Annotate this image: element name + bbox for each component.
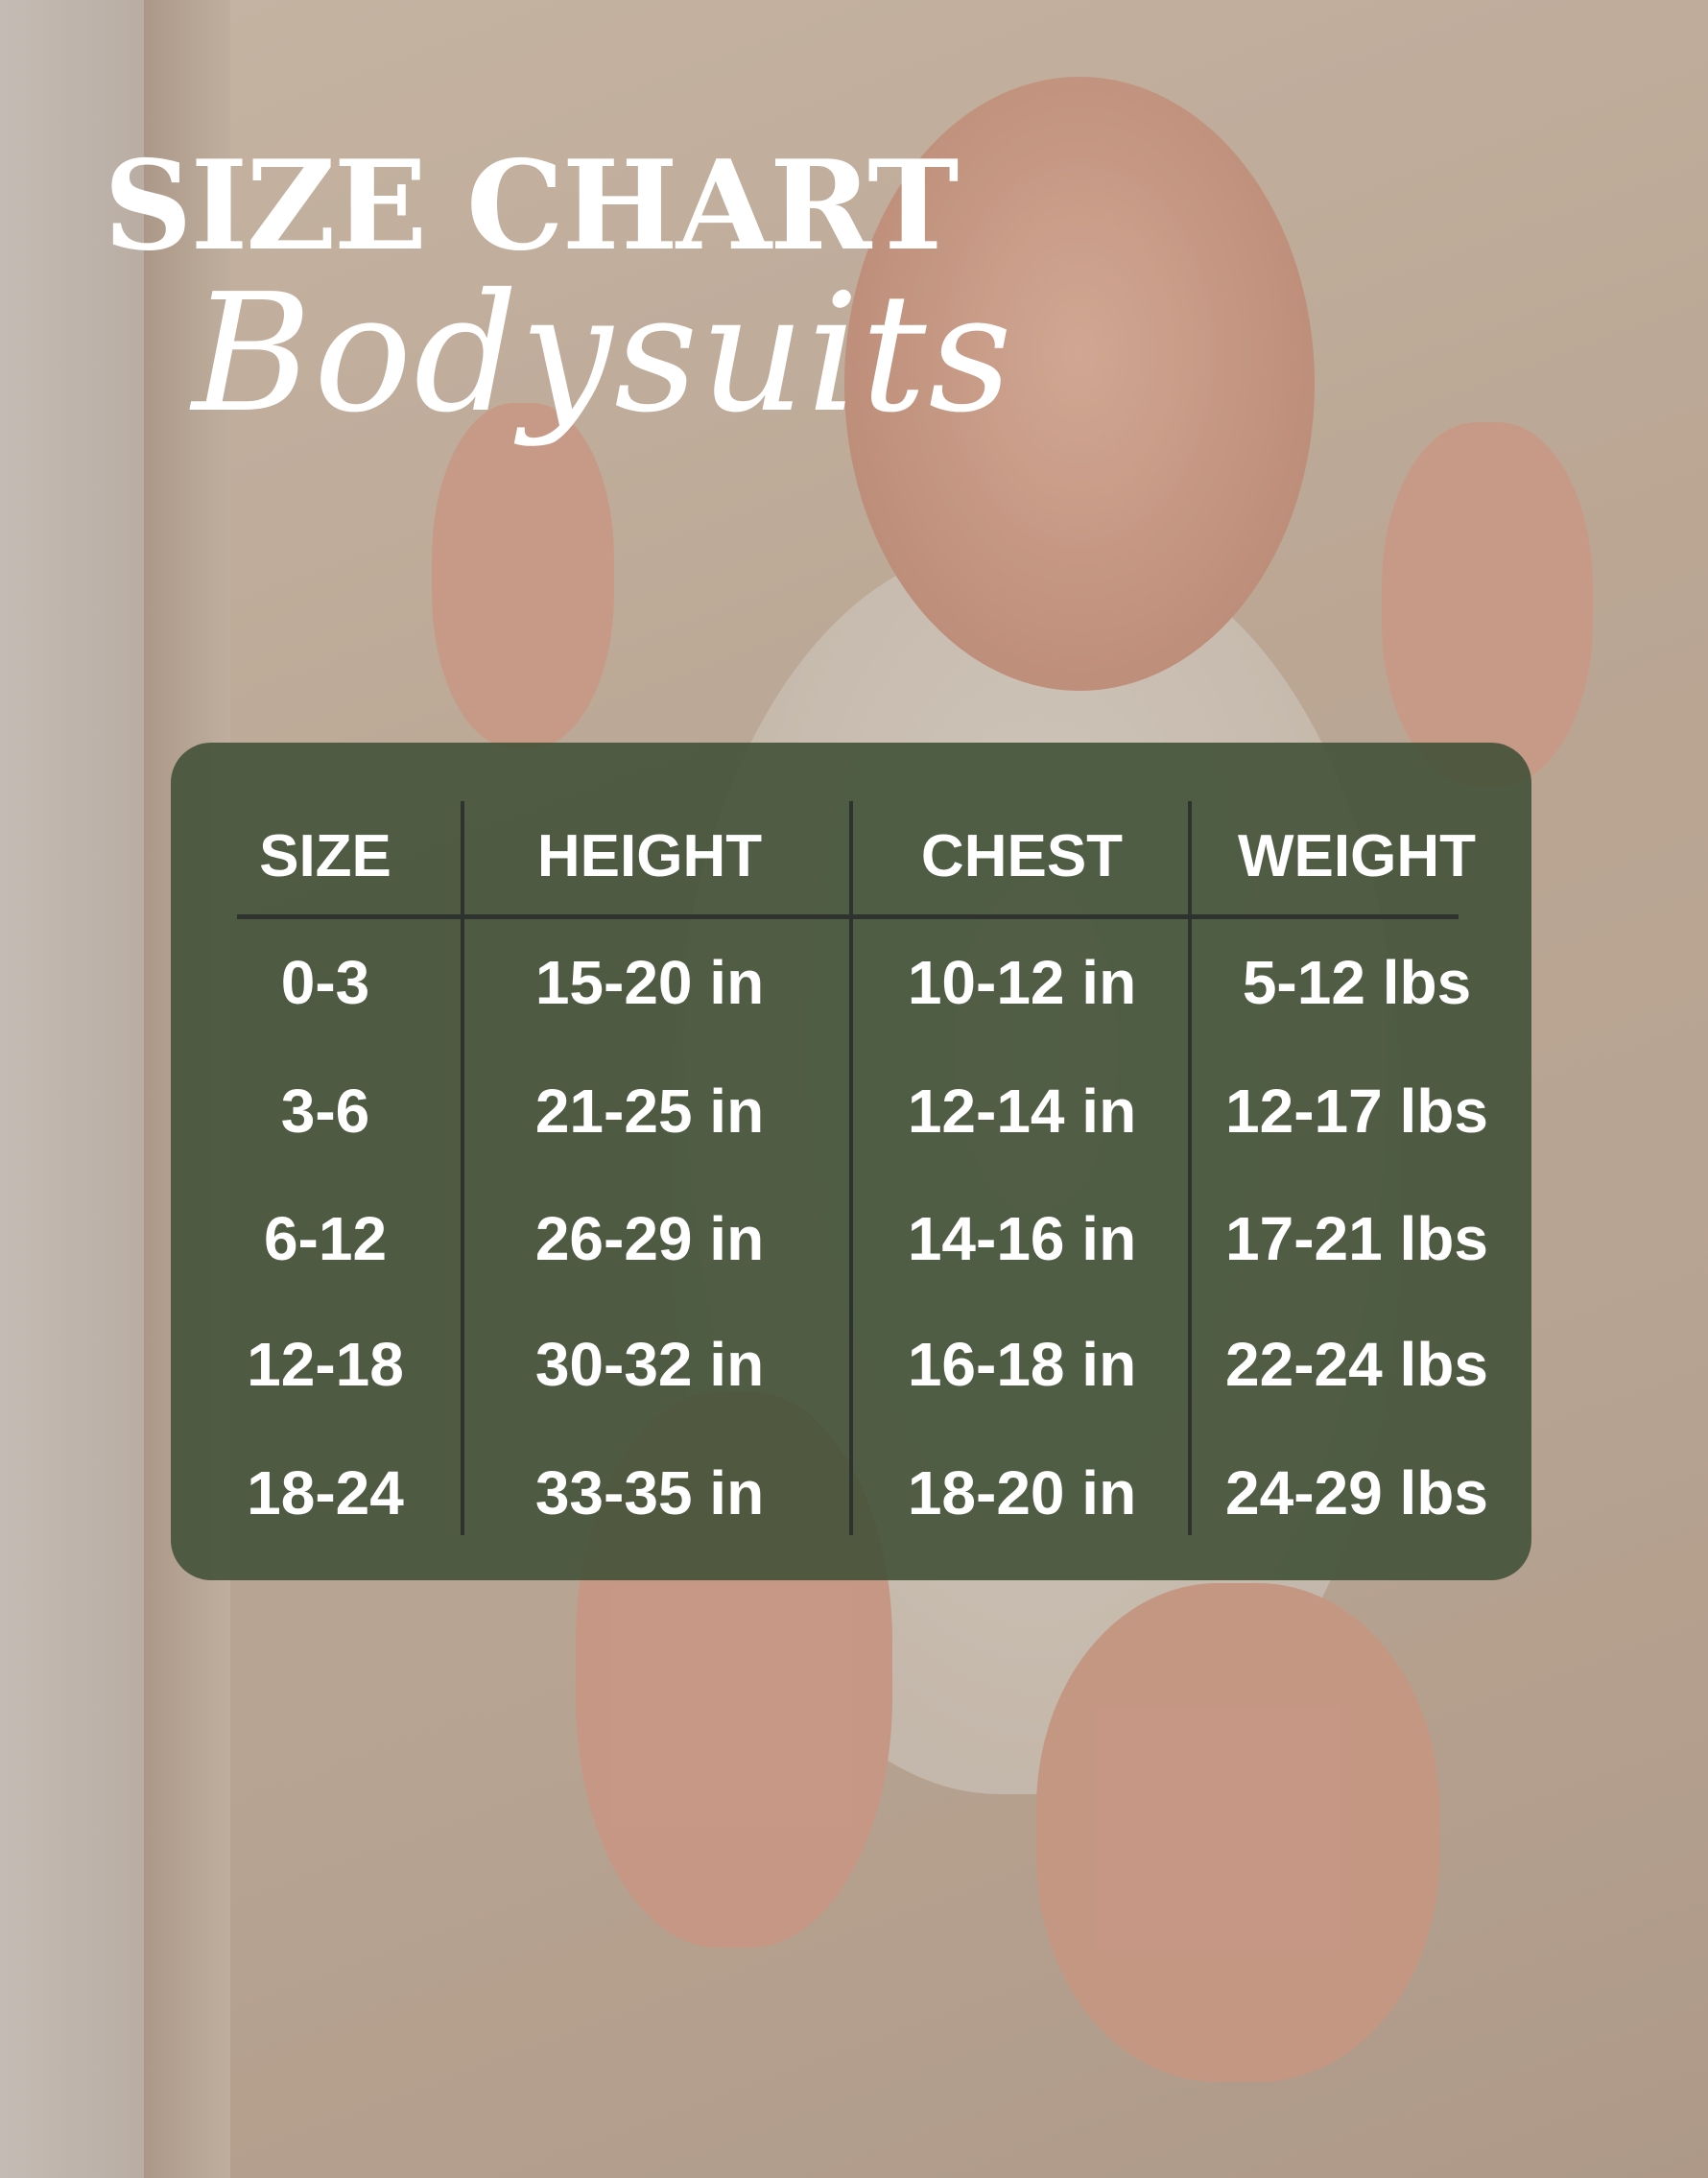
table-cell-size: 0-3 (280, 948, 370, 1017)
crib-bumper (0, 0, 144, 2178)
table-cell-chest: 16-18 in (907, 1330, 1137, 1399)
table-cell-height: 26-29 in (534, 1204, 765, 1273)
column-header-weight: WEIGHT (1238, 823, 1476, 889)
table-cell-height: 33-35 in (534, 1458, 765, 1527)
table-cell-height: 15-20 in (534, 948, 765, 1017)
baby-arm-left (432, 403, 614, 748)
header-divider (237, 914, 1459, 919)
table-cell-size: 12-18 (247, 1330, 404, 1399)
baby-leg-right (1036, 1583, 1439, 2082)
column-divider (461, 801, 464, 1535)
table-cell-size: 3-6 (280, 1077, 370, 1146)
page-subtitle: Bodysuits (192, 259, 1014, 449)
page-title: SIZE CHART (104, 134, 959, 278)
table-cell-chest: 10-12 in (907, 948, 1137, 1017)
table-cell-weight: 17-21 lbs (1225, 1204, 1488, 1273)
column-divider (1188, 801, 1192, 1535)
baby-head (844, 77, 1315, 691)
table-cell-weight: 24-29 lbs (1225, 1458, 1488, 1527)
table-cell-chest: 12-14 in (907, 1077, 1137, 1146)
column-header-size: SIZE (259, 823, 391, 889)
column-header-height: HEIGHT (536, 823, 763, 889)
table-cell-weight: 5-12 lbs (1242, 948, 1472, 1017)
table-cell-weight: 12-17 lbs (1225, 1077, 1488, 1146)
table-cell-weight: 22-24 lbs (1225, 1330, 1488, 1399)
column-header-chest: CHEST (920, 823, 1124, 889)
baby-arm-right (1382, 422, 1593, 787)
column-divider (849, 801, 853, 1535)
table-cell-size: 18-24 (247, 1458, 404, 1527)
table-cell-chest: 18-20 in (907, 1458, 1137, 1527)
table-cell-height: 30-32 in (534, 1330, 765, 1399)
table-cell-size: 6-12 (263, 1204, 388, 1273)
table-cell-height: 21-25 in (534, 1077, 765, 1146)
table-cell-chest: 14-16 in (907, 1204, 1137, 1273)
